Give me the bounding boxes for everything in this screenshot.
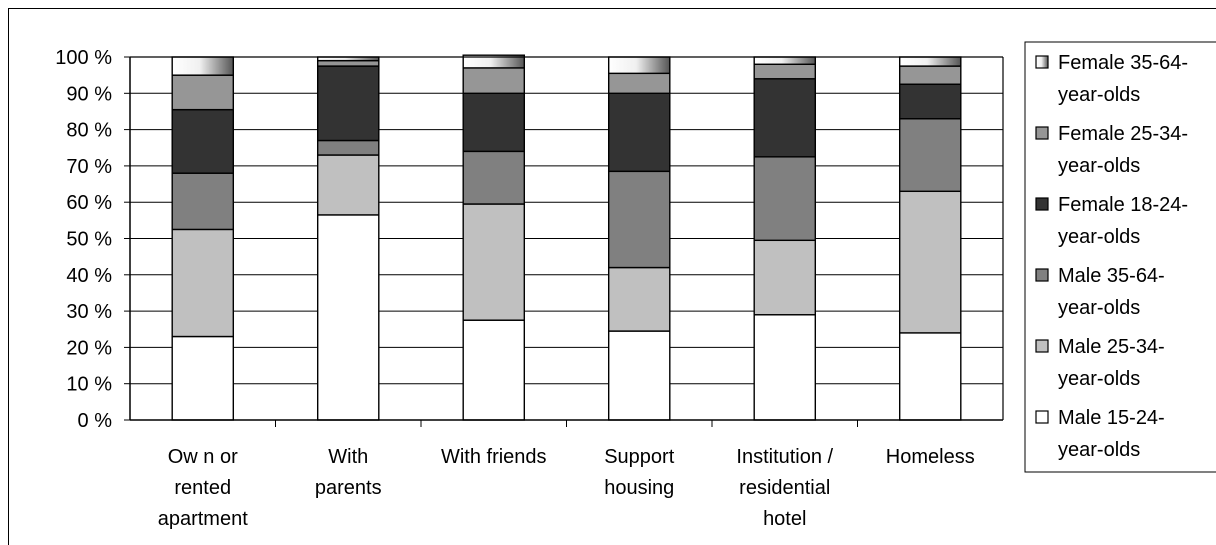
category-label: housing [604, 477, 674, 499]
bar-segment [171, 108, 235, 174]
bar-segment [753, 56, 817, 65]
y-tick-label: 0 % [78, 410, 113, 432]
legend-box [1024, 41, 1216, 473]
legend-label: year-olds [1058, 226, 1140, 248]
legend-swatch [1035, 126, 1049, 140]
legend-swatch [1035, 197, 1049, 211]
category-label: residential [739, 477, 830, 499]
category-label: Homeless [886, 446, 975, 468]
bar-segment [898, 190, 962, 334]
bar-segment [898, 83, 962, 120]
bar-segment [898, 332, 962, 421]
category-label: hotel [763, 508, 806, 530]
bar-segment [316, 139, 380, 156]
category-labels: Ow n or rented apartment With parents With fr… [158, 446, 975, 530]
bar-segment [462, 203, 526, 321]
y-tick-label: 10 % [66, 374, 112, 396]
bar-segment [753, 63, 817, 80]
legend-label: year-olds [1058, 368, 1140, 390]
y-tick-label: 100 % [55, 47, 112, 69]
category-label: With friends [441, 446, 547, 468]
legend-label: year-olds [1058, 439, 1140, 461]
axes [129, 56, 1004, 427]
bar-segment [898, 118, 962, 193]
y-tick-labels: 0 % 10 % 20 % 30 % 40 % 50 % 60 % 70 % 80 % 90 % 1… [55, 47, 112, 432]
legend-label: Male 15-24- [1058, 407, 1165, 429]
legend-swatch [1035, 268, 1049, 282]
bar-segment [462, 150, 526, 205]
bar-segment [171, 335, 235, 421]
bar-segment [607, 330, 671, 421]
category-label: rented [174, 477, 231, 499]
bar-segment [171, 74, 235, 111]
bar-segment [607, 56, 671, 75]
y-tick-label: 80 % [66, 120, 112, 142]
y-tick-label: 50 % [66, 229, 112, 251]
y-tick-label: 40 % [66, 265, 112, 287]
chart-frame [8, 8, 1216, 545]
category-label: Support [604, 446, 674, 468]
y-tick-label: 70 % [66, 156, 112, 178]
legend-label: Female 25-34- [1058, 123, 1188, 145]
category-label: Institution / [736, 446, 833, 468]
bar-segment [316, 65, 380, 142]
bar-segment [753, 78, 817, 158]
bar-segment [316, 59, 380, 67]
bar-segment [171, 228, 235, 338]
bar-segment [316, 154, 380, 216]
legend: Female 35-64- year-olds Female 25-34- year-… [1024, 41, 1216, 473]
bar-segment [171, 56, 235, 76]
legend-label: Female 35-64- [1058, 52, 1188, 74]
bar-segment [462, 54, 526, 69]
bar-segment [462, 67, 526, 94]
bar-segment [898, 65, 962, 85]
bar-segment [171, 172, 235, 231]
bar-segment [607, 72, 671, 94]
bar-segment [462, 319, 526, 421]
legend-label: Male 35-64- [1058, 265, 1165, 287]
legend-label: year-olds [1058, 84, 1140, 106]
category-label: parents [315, 477, 382, 499]
bar-segment [607, 170, 671, 269]
legend-label: Female 18-24- [1058, 194, 1188, 216]
category-label: Ow n or [168, 446, 238, 468]
bar-segment [753, 156, 817, 242]
legend-swatch [1035, 55, 1049, 69]
legend-label: year-olds [1058, 297, 1140, 319]
category-label: apartment [158, 508, 248, 530]
y-tick-label: 60 % [66, 192, 112, 214]
legend-label: Male 25-34- [1058, 336, 1165, 358]
bar-segment [607, 92, 671, 173]
bar-segment [462, 92, 526, 153]
bar-series [171, 54, 962, 421]
legend-swatch [1035, 339, 1049, 353]
category-label: With [328, 446, 368, 468]
bar-segment [753, 314, 817, 421]
y-tick-label: 30 % [66, 301, 112, 323]
legend-swatch [1035, 410, 1049, 424]
y-tick-label: 90 % [66, 83, 112, 105]
bar-segment [753, 239, 817, 316]
legend-label: year-olds [1058, 155, 1140, 177]
bar-segment [316, 214, 380, 421]
bar-segment [607, 266, 671, 332]
bar-segment [898, 56, 962, 67]
y-tick-label: 20 % [66, 337, 112, 359]
